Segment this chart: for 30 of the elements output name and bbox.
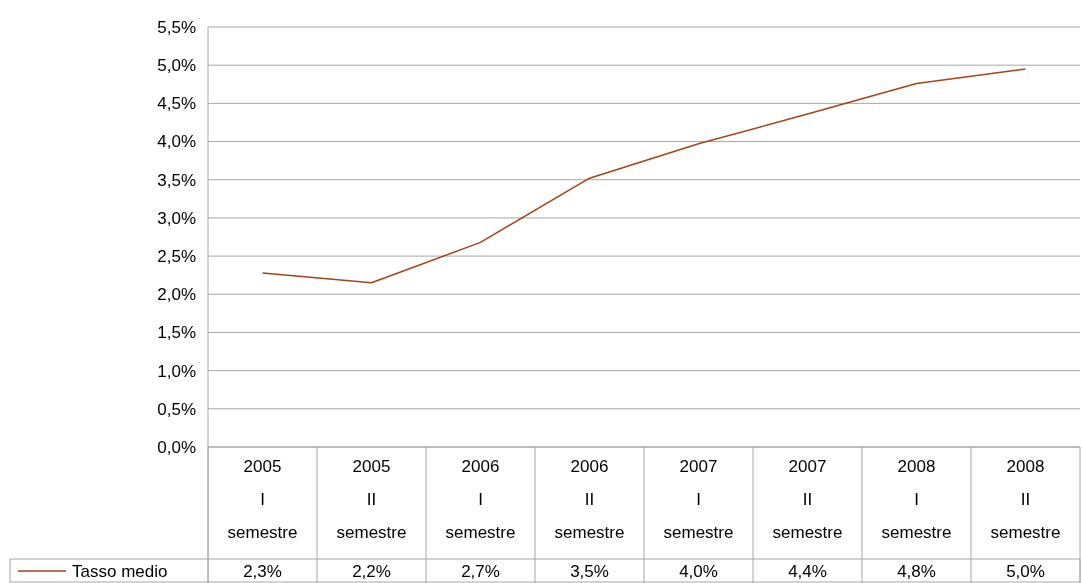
data-label: 3,5%: [570, 561, 609, 581]
y-tick-label: 0,0%: [157, 437, 196, 457]
data-label: 2,3%: [243, 561, 282, 581]
x-tick-label: 2007 II semestre: [772, 457, 843, 542]
y-tick-label: 0,5%: [157, 399, 196, 419]
y-tick-label: 3,5%: [157, 170, 196, 190]
x-tick-label: 2008 I semestre: [881, 457, 952, 542]
y-tick-label: 1,0%: [157, 361, 196, 381]
data-label: 2,7%: [461, 561, 500, 581]
y-tick-label: 2,5%: [157, 247, 196, 267]
x-tick-label: 2005 I semestre: [227, 457, 298, 542]
data-label: 5,0%: [1006, 561, 1045, 581]
y-tick-label: 1,5%: [157, 323, 196, 343]
data-label: 2,2%: [352, 561, 391, 581]
y-tick-label: 4,5%: [157, 94, 196, 114]
x-tick-label: 2008 II semestre: [990, 457, 1061, 542]
data-label: 4,0%: [679, 561, 718, 581]
y-tick-label: 5,0%: [157, 56, 196, 76]
x-tick-label: 2006 I semestre: [445, 457, 516, 542]
data-label: 4,4%: [788, 561, 827, 581]
x-tick-label: 2007 I semestre: [663, 457, 734, 542]
y-tick-label: 3,0%: [157, 208, 196, 228]
legend-label: Tasso medio: [72, 561, 168, 581]
data-label: 4,8%: [897, 561, 936, 581]
line-series: [261, 68, 1027, 284]
x-tick-label: 2006 II semestre: [554, 457, 625, 542]
y-tick-label: 2,0%: [157, 285, 196, 305]
y-tick-label: 4,0%: [157, 132, 196, 152]
x-tick-label: 2005 II semestre: [336, 457, 407, 542]
y-tick-label: 5,5%: [157, 17, 196, 37]
